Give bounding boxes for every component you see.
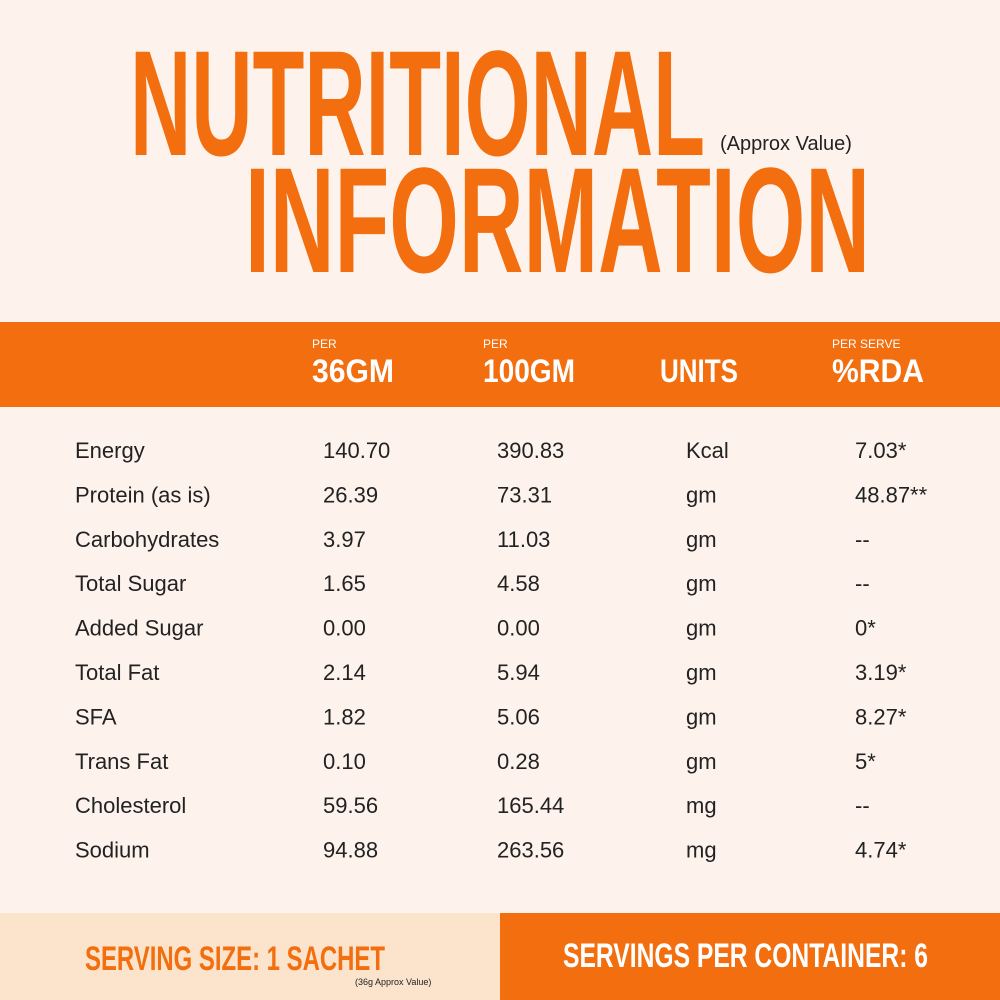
serving-size: SERVING SIZE: 1 SACHET [85, 940, 385, 978]
nutrient-name: Total Fat [75, 660, 159, 685]
nutrient-value: 0.00 [323, 616, 366, 641]
title-line: NUTRITIONAL [130, 19, 705, 187]
column-subhead: PER [312, 337, 337, 351]
column-head: 36GM [312, 353, 394, 389]
nutrient-value: 1.65 [323, 571, 366, 596]
nutrient-value: gm [686, 482, 717, 507]
nutrient-value: gm [686, 704, 717, 729]
header-band [0, 322, 1000, 407]
nutrient-value: 7.03* [855, 438, 907, 463]
column-head: UNITS [660, 353, 738, 389]
title-line: INFORMATION [245, 136, 870, 304]
nutrient-value: 5.94 [497, 660, 540, 685]
nutrient-value: 11.03 [497, 527, 550, 552]
nutrient-name: Total Sugar [75, 571, 186, 596]
nutrient-value: Kcal [686, 438, 729, 463]
servings-per-container: SERVINGS PER CONTAINER: 6 [563, 937, 928, 975]
nutrient-value: 8.27* [855, 704, 907, 729]
footer-left [0, 913, 500, 1000]
column-subhead: PER SERVE [832, 337, 900, 351]
nutrient-value: -- [855, 571, 870, 596]
nutrient-value: 0.28 [497, 749, 540, 774]
nutrient-value: -- [855, 527, 870, 552]
nutrient-value: 4.58 [497, 571, 540, 596]
nutrient-value: gm [686, 749, 717, 774]
nutrient-value: 5* [855, 749, 876, 774]
nutrient-value: 4.74* [855, 838, 907, 863]
nutrient-value: gm [686, 527, 717, 552]
nutrient-name: Added Sugar [75, 616, 203, 641]
nutrient-name: Protein (as is) [75, 482, 211, 507]
nutrient-name: SFA [75, 704, 117, 729]
nutrient-value: gm [686, 660, 717, 685]
nutrient-value: -- [855, 793, 870, 818]
nutrient-value: 94.88 [323, 838, 378, 863]
column-subhead: PER [483, 337, 508, 351]
nutrient-name: Trans Fat [75, 749, 168, 774]
nutrient-value: 140.70 [323, 438, 390, 463]
nutrient-value: 3.97 [323, 527, 366, 552]
nutrient-value: 73.31 [497, 482, 552, 507]
nutrient-value: mg [686, 793, 717, 818]
nutrient-value: 0.00 [497, 616, 540, 641]
nutrition-table: PER 36GM PER 100GM UNITS PER SERVE %RDA Energy 1… [75, 337, 928, 863]
nutrient-value: 1.82 [323, 704, 366, 729]
nutrient-value: gm [686, 616, 717, 641]
nutrient-value: gm [686, 571, 717, 596]
approx-note: (Approx Value) [720, 133, 852, 155]
nutrient-value: 0* [855, 616, 876, 641]
nutrient-name: Sodium [75, 838, 150, 863]
nutrient-name: Carbohydrates [75, 527, 219, 552]
nutrient-value: 390.83 [497, 438, 564, 463]
nutrient-name: Cholesterol [75, 793, 186, 818]
footer-right [500, 913, 1000, 1000]
serving-note: (36g Approx Value) [355, 977, 431, 987]
column-head: %RDA [832, 353, 924, 389]
nutrient-value: 3.19* [855, 660, 907, 685]
nutrient-value: 59.56 [323, 793, 378, 818]
nutrient-value: 5.06 [497, 704, 540, 729]
nutrient-value: 2.14 [323, 660, 366, 685]
nutrient-value: 48.87** [855, 482, 928, 507]
nutrient-value: 0.10 [323, 749, 366, 774]
nutrient-value: 26.39 [323, 482, 378, 507]
nutrient-value: 165.44 [497, 793, 564, 818]
nutrient-value: mg [686, 838, 717, 863]
nutrient-name: Energy [75, 438, 145, 463]
nutrient-value: 263.56 [497, 838, 564, 863]
column-head: 100GM [483, 353, 575, 389]
